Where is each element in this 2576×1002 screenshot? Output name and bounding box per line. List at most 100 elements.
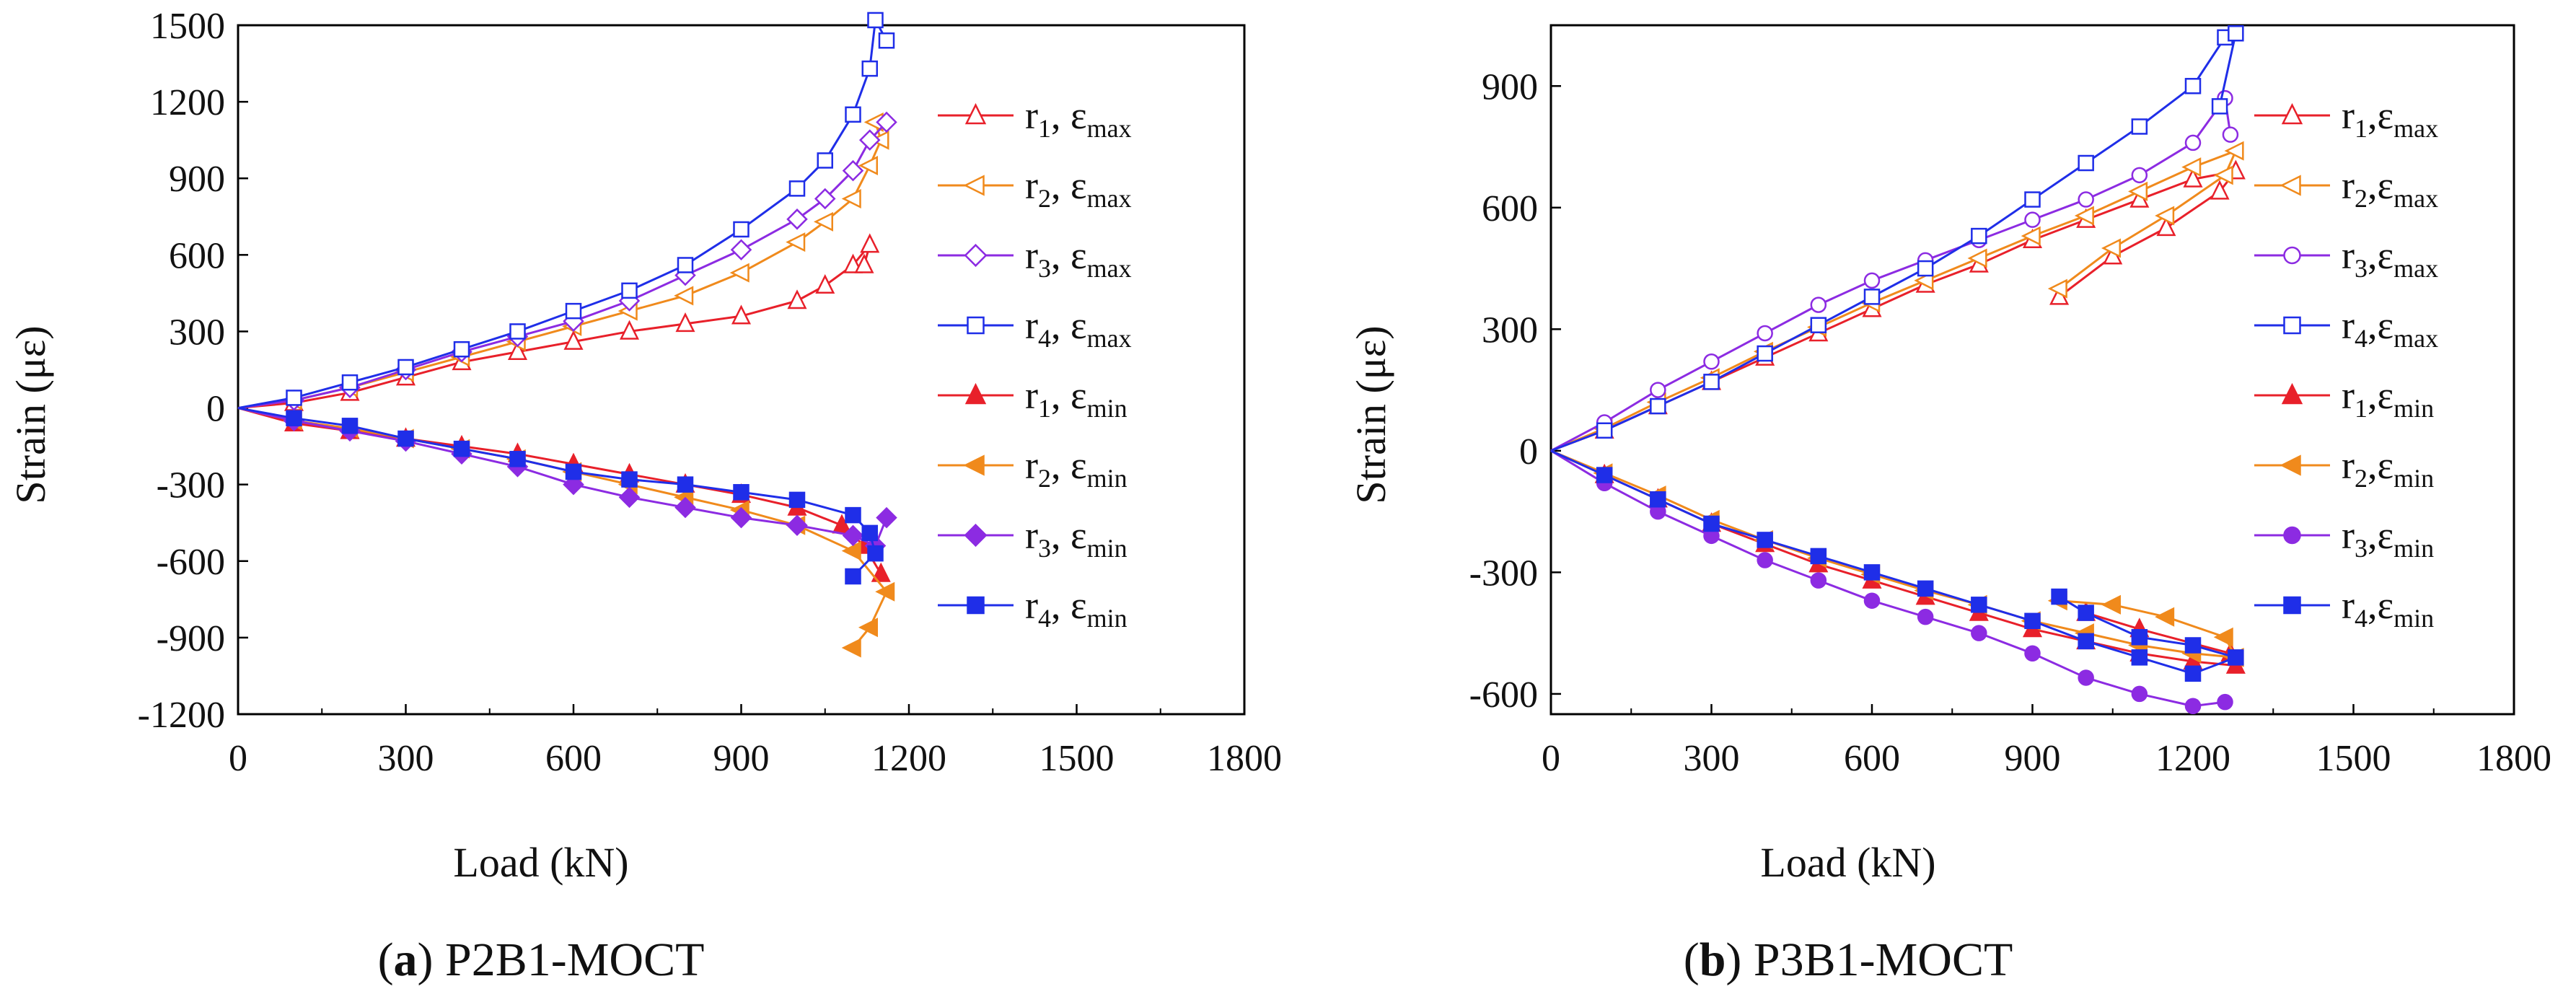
y-tick-label-a: 900 bbox=[169, 159, 225, 200]
data-point-a-2 bbox=[674, 286, 694, 306]
data-point-b-2 bbox=[2213, 165, 2233, 185]
legend-swatch-marker-b bbox=[2283, 316, 2301, 335]
legend-label-r-sub: 2 bbox=[2355, 184, 2368, 213]
data-point-b-3 bbox=[2184, 134, 2202, 151]
legend-label-r-sub: 1 bbox=[1038, 114, 1051, 143]
legend-label-sep: ,ε bbox=[2368, 304, 2393, 347]
series-line-a-2 bbox=[237, 121, 882, 410]
data-point-b-6 bbox=[2213, 627, 2233, 647]
data-point-b-4 bbox=[1596, 422, 1613, 439]
data-point-a-5 bbox=[871, 562, 891, 582]
data-point-a-8 bbox=[453, 440, 470, 457]
data-point-a-4 bbox=[878, 32, 895, 49]
legend-item-a-8: r4, εmin bbox=[938, 584, 1127, 633]
legend-label-r-sub: 2 bbox=[1038, 464, 1051, 493]
legend-label-eps-sub: max bbox=[2393, 254, 2438, 283]
data-point-b-2 bbox=[2101, 238, 2121, 258]
data-point-a-3 bbox=[730, 239, 752, 261]
y-tick-label-b: 900 bbox=[1482, 66, 1538, 107]
legend-label-r: r bbox=[1025, 94, 1038, 137]
data-point-a-8 bbox=[845, 568, 861, 585]
caption-b: (b) P3B1-MOCT bbox=[1684, 933, 2013, 986]
axis-ticks-a: 0 300 600 900 1200 1500 1800 -1200 -900 -600 -300 0… bbox=[138, 6, 1282, 779]
data-point-a-3 bbox=[786, 208, 808, 230]
data-point-a-1 bbox=[731, 304, 752, 325]
data-point-a-2 bbox=[858, 156, 878, 176]
data-point-b-3 bbox=[1810, 296, 1827, 313]
y-tick-label-a: 300 bbox=[169, 312, 225, 353]
data-point-a-3 bbox=[876, 111, 897, 133]
data-point-b-2 bbox=[2224, 141, 2244, 161]
legend-label-sep: ,ε bbox=[2368, 374, 2393, 417]
legend-label-r: r bbox=[1025, 444, 1038, 487]
legend-label-eps-sub: min bbox=[2393, 394, 2434, 423]
x-tick-label-a: 300 bbox=[378, 738, 434, 779]
y-tick-label-b: 300 bbox=[1482, 309, 1538, 351]
legend-swatch-marker-b bbox=[2283, 596, 2301, 615]
legend-label-a: r2, εmin bbox=[1025, 444, 1127, 493]
data-point-b-7 bbox=[2184, 698, 2202, 715]
x-tick-label-a: 600 bbox=[545, 738, 602, 779]
data-point-b-1 bbox=[2156, 216, 2176, 237]
data-point-a-8 bbox=[733, 484, 749, 501]
data-point-a-6 bbox=[875, 581, 895, 602]
data-point-b-4 bbox=[2211, 98, 2228, 115]
legend-label-sep: ,ε bbox=[2368, 234, 2393, 277]
legend-label-eps-sub: min bbox=[1087, 534, 1127, 563]
data-point-a-4 bbox=[817, 152, 833, 169]
data-point-a-1 bbox=[860, 233, 880, 253]
data-point-b-8 bbox=[1810, 548, 1827, 565]
caption-a-letter: a bbox=[394, 933, 418, 986]
data-point-a-4 bbox=[867, 12, 884, 29]
legend-label-r-sub: 2 bbox=[1038, 184, 1051, 213]
data-point-a-8 bbox=[677, 476, 694, 493]
y-tick-label-b: 0 bbox=[1519, 431, 1538, 473]
data-point-a-8 bbox=[565, 463, 582, 480]
legend-label-r: r bbox=[1025, 584, 1038, 627]
series-line-b-7 bbox=[1550, 449, 2225, 708]
data-point-b-8 bbox=[2131, 629, 2148, 646]
legend-label-eps-sub: max bbox=[2393, 324, 2438, 353]
x-tick-label-a: 1500 bbox=[1039, 738, 1115, 779]
data-point-b-8 bbox=[1757, 532, 1773, 548]
series-b-7 bbox=[1550, 449, 2233, 715]
y-tick-label-b: -300 bbox=[1469, 553, 1538, 594]
data-point-a-4 bbox=[733, 221, 749, 238]
legend-label-eps-sub: min bbox=[2393, 534, 2434, 563]
legend-item-b-1: r1,εmax bbox=[2254, 94, 2438, 143]
legend-label-sep: , ε bbox=[1051, 374, 1087, 417]
legend-label-r: r bbox=[2342, 234, 2355, 277]
data-point-b-4 bbox=[1810, 317, 1827, 333]
data-point-a-4 bbox=[621, 282, 638, 299]
y-tick-label-a: 1500 bbox=[150, 6, 225, 47]
data-point-b-8 bbox=[2131, 649, 2148, 666]
legend-item-b-6: r2,εmin bbox=[2254, 444, 2434, 493]
data-point-b-7 bbox=[2217, 693, 2233, 711]
data-point-b-8 bbox=[2078, 605, 2094, 621]
y-tick-label-b: -600 bbox=[1469, 674, 1538, 716]
x-tick-label-a: 1800 bbox=[1207, 738, 1282, 779]
data-point-b-8 bbox=[2051, 588, 2067, 605]
legend-swatch-marker-b bbox=[2280, 175, 2301, 196]
legend-label-r-sub: 3 bbox=[1038, 534, 1051, 563]
data-point-a-8 bbox=[286, 410, 302, 426]
legend-label-r-sub: 4 bbox=[1038, 324, 1051, 353]
legend-swatch-marker-b bbox=[2283, 526, 2301, 545]
legend-label-eps-sub: max bbox=[1087, 254, 1132, 283]
data-point-b-4 bbox=[1757, 345, 1773, 362]
data-point-a-7 bbox=[876, 506, 897, 529]
legend-swatch-marker-a bbox=[967, 316, 985, 335]
data-point-b-7 bbox=[1863, 592, 1881, 609]
data-point-b-7 bbox=[2131, 685, 2148, 703]
legend-label-sep: , ε bbox=[1051, 304, 1087, 347]
y-tick-label-a: -600 bbox=[157, 542, 225, 583]
data-point-b-8 bbox=[1650, 491, 1666, 508]
data-point-b-8 bbox=[2184, 637, 2202, 654]
legend-item-a-1: r1, εmax bbox=[938, 94, 1132, 143]
x-tick-label-b: 1200 bbox=[2155, 738, 2230, 779]
legend-swatch-marker-a bbox=[963, 175, 985, 196]
data-point-b-7 bbox=[2024, 645, 2041, 662]
legend-label-a: r3, εmax bbox=[1025, 234, 1132, 283]
legend-label-r-sub: 4 bbox=[1038, 604, 1051, 633]
legend-label-r-sub: 4 bbox=[2355, 604, 2368, 633]
